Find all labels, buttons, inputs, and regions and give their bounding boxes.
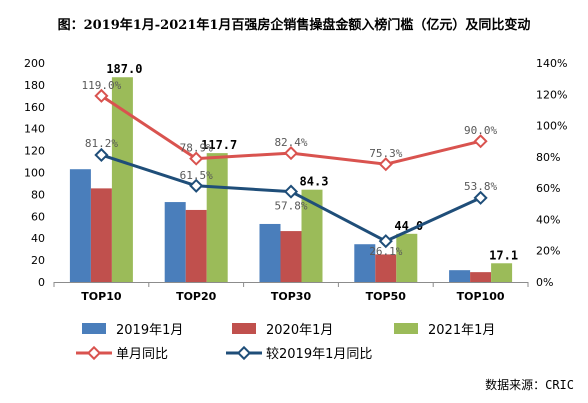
- line-value-label: 90.0%: [464, 124, 497, 137]
- right-axis-tick-label: 20%: [536, 245, 560, 258]
- source-note: 数据来源：CRIC: [485, 378, 574, 392]
- line-marker: [473, 190, 488, 205]
- legend-label: 2019年1月: [116, 323, 183, 338]
- bar-value-label: 84.3: [300, 175, 329, 189]
- category-label: TOP20: [176, 290, 217, 303]
- line-value-label: 75.3%: [369, 147, 402, 160]
- left-axis-tick-label: 20: [31, 254, 45, 267]
- legend-marker: [86, 345, 102, 361]
- bar-2019年1月: [449, 270, 471, 282]
- line-marker: [94, 147, 109, 163]
- legend-label: 较2019年1月同比: [266, 347, 372, 362]
- bar-2021年1月: [396, 233, 418, 282]
- bar-2020年1月: [470, 272, 492, 282]
- left-axis-tick-label: 80: [31, 188, 45, 201]
- right-axis-tick-label: 40%: [536, 213, 560, 226]
- line-value-label: 119.0%: [82, 79, 122, 92]
- category-label: TOP50: [366, 290, 407, 303]
- bar-2020年1月: [280, 231, 302, 282]
- line-value-label: 81.2%: [85, 137, 118, 150]
- bar-value-label: 17.1: [489, 248, 518, 262]
- bar-2019年1月: [354, 244, 376, 282]
- line-value-label: 57.8%: [274, 200, 307, 213]
- legend-label: 2021年1月: [428, 323, 495, 338]
- line-value-label: 53.8%: [464, 180, 497, 193]
- legend-label: 2020年1月: [266, 323, 333, 338]
- category-label: TOP10: [81, 290, 122, 303]
- legend-swatch: [82, 323, 106, 334]
- left-axis-tick-label: 140: [24, 123, 45, 136]
- legend-swatch: [232, 323, 256, 334]
- legend-marker: [236, 345, 252, 361]
- bar-2021年1月: [301, 189, 323, 282]
- line-marker: [283, 184, 299, 199]
- bar-2019年1月: [259, 223, 281, 282]
- left-axis-tick-label: 200: [24, 57, 45, 70]
- line-marker: [473, 134, 488, 149]
- category-label: TOP30: [271, 290, 312, 303]
- line-value-label: 26.1%: [369, 245, 402, 258]
- right-axis-tick-label: 100%: [536, 120, 567, 133]
- right-axis-tick-label: 0%: [536, 276, 553, 289]
- line-marker: [378, 157, 393, 172]
- bar-2020年1月: [90, 188, 112, 282]
- bar-value-label: 117.7: [201, 138, 237, 152]
- bar-2020年1月: [375, 254, 397, 282]
- line-marker: [378, 234, 393, 249]
- left-axis-tick-label: 120: [24, 145, 45, 158]
- line-value-label: 78.9%: [180, 142, 213, 155]
- bar-2019年1月: [69, 169, 91, 282]
- bar-2021年1月: [111, 77, 133, 282]
- bar-2020年1月: [185, 209, 207, 282]
- line-marker: [189, 151, 204, 166]
- category-label: TOP100: [457, 290, 505, 303]
- line-marker: [189, 178, 204, 193]
- line-marker: [94, 88, 109, 103]
- left-axis-tick-label: 180: [24, 79, 45, 92]
- bar-2019年1月: [164, 202, 186, 282]
- line-marker: [283, 146, 299, 161]
- right-axis-tick-label: 120%: [536, 88, 567, 101]
- left-axis-tick-label: 100: [24, 167, 45, 180]
- right-axis-tick-label: 80%: [536, 151, 560, 164]
- left-axis-tick-label: 40: [31, 232, 45, 245]
- bar-2021年1月: [491, 263, 513, 282]
- chart-title: 图：2019年1月-2021年1月百强房企销售操盘金额入榜门槛（亿元）及同比变动: [57, 18, 531, 33]
- right-axis-tick-label: 140%: [536, 57, 567, 70]
- bar-value-label: 187.0: [106, 62, 142, 76]
- legend-label: 单月同比: [116, 347, 168, 362]
- left-axis-tick-label: 60: [31, 210, 45, 223]
- right-axis-tick-label: 60%: [536, 182, 560, 195]
- left-axis-tick-label: 0: [38, 276, 45, 289]
- legend-swatch: [394, 323, 418, 334]
- line-value-label: 82.4%: [274, 136, 307, 149]
- bar-value-label: 44.0: [394, 219, 423, 233]
- line-value-label: 61.5%: [180, 169, 213, 182]
- left-axis-tick-label: 160: [24, 101, 45, 114]
